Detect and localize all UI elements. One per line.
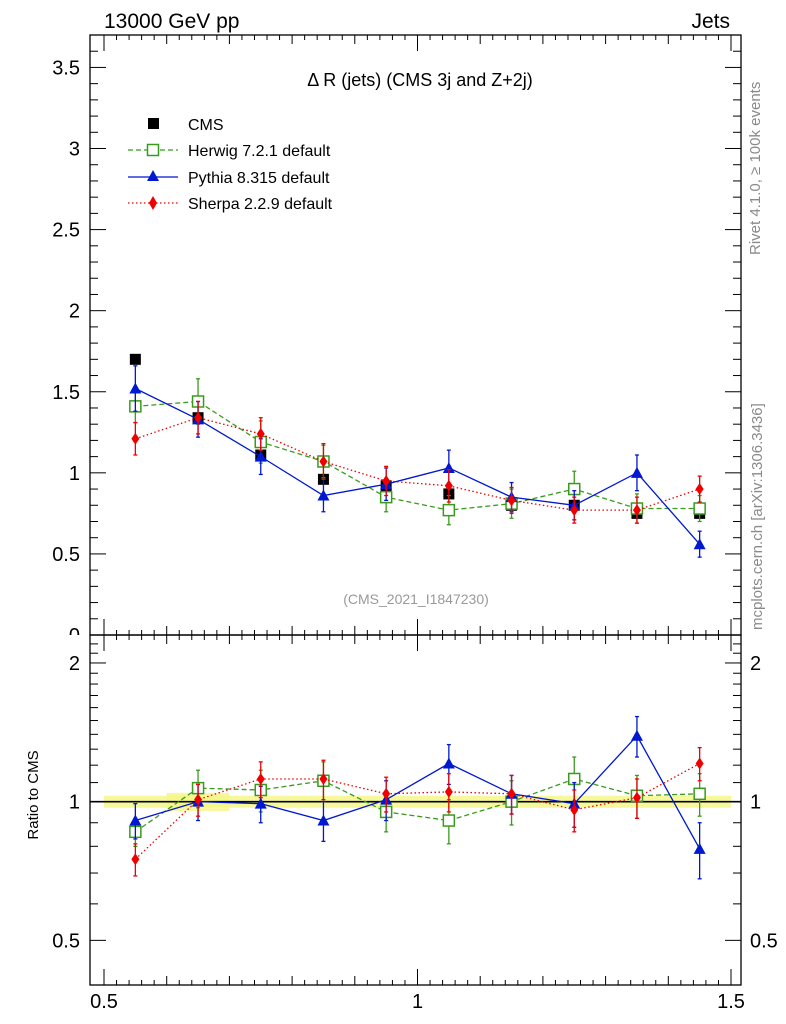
herwig-point-main [693, 502, 706, 515]
cms-data-point [129, 353, 141, 365]
pythia-point-main [254, 450, 267, 462]
sherpa-point-ratio [632, 791, 641, 804]
sherpa-point-ratio [194, 793, 203, 806]
x-tick-label: 1.5 [717, 991, 745, 1013]
x-tick-label: 1 [412, 991, 423, 1013]
pythia-line-main [135, 387, 701, 545]
chart-title: Δ R (jets) (CMS 3j and Z+2j) [307, 70, 533, 90]
y-tick-label-main: 2.5 [52, 220, 80, 242]
sherpa-line-main [135, 417, 700, 511]
legend-label-sherpa: Sherpa 2.2.9 default [188, 196, 333, 213]
legend-item-sherpa: Sherpa 2.2.9 default [128, 196, 333, 213]
y-tick-label-main: 3 [69, 139, 80, 161]
sherpa-point-ratio [695, 757, 704, 770]
sherpa-point-main [319, 455, 328, 468]
y-tick-label-ratio: 0.5 [52, 930, 80, 952]
sherpa-point-ratio [507, 787, 516, 800]
sherpa-point-main [382, 474, 391, 487]
pythia-point-main [129, 382, 142, 394]
pythia-point-ratio [317, 814, 330, 826]
pythia-point-ratio [442, 757, 455, 769]
legend-marker-cms [148, 118, 159, 129]
sherpa-point-main [194, 411, 203, 424]
sherpa-point-ratio [570, 803, 579, 816]
y-tick-label-main: 1 [69, 463, 80, 485]
sherpa-point-main [256, 427, 265, 440]
legend-label-pythia: Pythia 8.315 default [188, 170, 330, 187]
legend-label-herwig: Herwig 7.2.1 default [188, 143, 331, 160]
pythia-point-ratio [129, 814, 142, 826]
herwig-line-main [135, 400, 700, 511]
ratio-ylabel: Ratio to CMS [25, 750, 42, 839]
legend-marker-pythia [147, 170, 159, 181]
y-tick-label-ratio: 1 [69, 792, 80, 814]
y-tick-label-main: 2 [69, 301, 80, 323]
sherpa-point-ratio [256, 772, 265, 785]
y-tick-label-ratio-right: 1 [750, 792, 761, 814]
ratio-frame [89, 634, 742, 986]
legend-item-cms: CMS [148, 117, 224, 134]
sherpa-point-ratio [444, 785, 453, 798]
herwig-point-main [442, 503, 456, 517]
x-tick-label: 0.5 [90, 991, 118, 1013]
y-tick-label-main: 3.5 [52, 57, 80, 79]
header-left: 13000 GeV pp [104, 10, 239, 33]
pythia-point-main [317, 489, 330, 501]
sherpa-point-ratio [319, 772, 328, 785]
y-tick-label-ratio: 2 [69, 653, 80, 675]
pythia-point-ratio [630, 729, 643, 741]
legend-marker-herwig [146, 143, 160, 157]
legend-label-cms: CMS [188, 117, 224, 134]
herwig-point-ratio [442, 814, 456, 827]
sherpa-point-main [632, 504, 641, 517]
ratio-panel-series [129, 715, 706, 880]
herwig-point-ratio [693, 787, 706, 801]
legend-marker-sherpa [149, 196, 157, 210]
pythia-line-ratio [135, 734, 701, 850]
sherpa-line-ratio [134, 762, 700, 860]
y-tick-label-ratio-right: 2 [750, 653, 761, 675]
rivet-side-label: Rivet 4.1.0, ≥ 100k events [747, 82, 764, 255]
sherpa-point-main [695, 483, 704, 496]
mcplots-side-label: mcplots.cern.ch [arXiv:1306.3436] [749, 403, 766, 630]
pythia-point-ratio [254, 797, 267, 809]
legend: CMS Herwig 7.2.1 default Pythia 8.315 de… [128, 117, 333, 213]
main-panel-series [129, 353, 706, 558]
y-tick-label-ratio-right: 0.5 [750, 930, 778, 952]
herwig-line-ratio [134, 778, 700, 833]
header-right: Jets [691, 10, 730, 33]
y-tick-label-main: 1.5 [52, 382, 80, 404]
pythia-point-ratio [693, 842, 706, 854]
sherpa-point-ratio [382, 787, 391, 800]
sherpa-point-ratio [131, 853, 140, 866]
pythia-point-main [442, 461, 455, 473]
analysis-id: (CMS_2021_I1847230) [343, 591, 489, 607]
y-tick-label-main: 0.5 [52, 544, 80, 566]
zero-label-mask [60, 635, 88, 647]
legend-item-pythia: Pythia 8.315 default [128, 170, 330, 187]
pythia-point-main [630, 466, 643, 478]
sherpa-point-main [570, 504, 579, 517]
sherpa-point-main [131, 432, 140, 445]
legend-item-herwig: Herwig 7.2.1 default [128, 143, 331, 160]
ratio-panel-axes: 0.5 1 1.5 0.5 0.5 1 1 2 2 [52, 634, 778, 1013]
pythia-point-main [693, 538, 706, 550]
sherpa-point-main [507, 494, 516, 507]
sherpa-point-main [444, 479, 453, 492]
